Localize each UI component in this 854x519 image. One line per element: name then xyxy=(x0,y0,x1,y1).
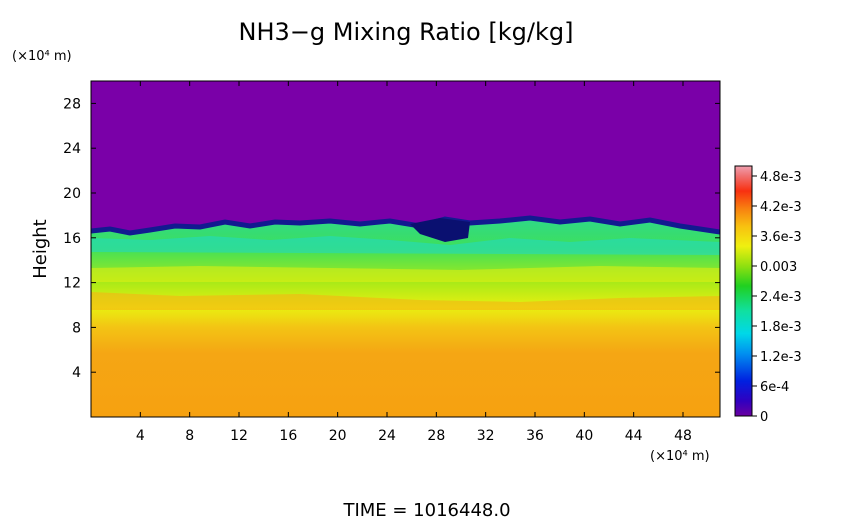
colorbar-label: 1.8e-3 xyxy=(760,320,802,335)
x-tick-label: 32 xyxy=(477,428,495,444)
y-tick-label: 8 xyxy=(72,320,81,336)
time-footer: TIME = 1016448.0 xyxy=(342,500,510,519)
x-tick-label: 48 xyxy=(674,428,692,444)
colorbar-label: 3.6e-3 xyxy=(760,230,802,245)
x-tick-label: 20 xyxy=(329,428,347,444)
y-tick-label: 20 xyxy=(63,186,81,202)
colorbar-label: 1.2e-3 xyxy=(760,350,802,365)
chart-title: NH3−g Mixing Ratio [kg/kg] xyxy=(239,18,574,46)
y-axis-label: Height xyxy=(30,219,51,279)
x-tick-label: 40 xyxy=(575,428,593,444)
y-tick-label: 12 xyxy=(63,276,81,292)
y-unit-label: (×10⁴ m) xyxy=(12,49,72,64)
y-tick-label: 24 xyxy=(63,141,81,157)
x-unit-label: (×10⁴ m) xyxy=(650,449,710,464)
boundary-dark-patch xyxy=(410,218,470,242)
yellow-transition xyxy=(91,266,720,282)
y-tick-label: 28 xyxy=(63,96,81,112)
plot-frame xyxy=(90,80,721,418)
x-tick-label: 8 xyxy=(185,428,194,444)
x-tick-label: 4 xyxy=(136,428,145,444)
colorbar-label: 0.003 xyxy=(760,260,797,275)
x-tick-label: 36 xyxy=(526,428,544,444)
y-tick-label: 16 xyxy=(63,231,81,247)
colorbar-label: 4.2e-3 xyxy=(760,200,802,215)
colorbar-label: 4.8e-3 xyxy=(760,170,802,185)
colorbar xyxy=(734,165,753,417)
colorbar-label: 6e-4 xyxy=(760,380,789,395)
x-tick-label: 44 xyxy=(625,428,643,444)
orange-wavy-band xyxy=(91,292,720,310)
y-tick-label: 4 xyxy=(72,365,81,381)
boundary-layer xyxy=(91,215,720,236)
colorbar-labels: 4.8e-3 4.2e-3 3.6e-3 0.003 2.4e-3 1.8e-3 1.2e-… xyxy=(752,170,802,425)
colorbar-label: 2.4e-3 xyxy=(760,290,802,305)
x-tick-label: 16 xyxy=(279,428,297,444)
cyan-swirl-band xyxy=(91,236,720,255)
x-tick-label: 24 xyxy=(378,428,396,444)
x-tick-label: 12 xyxy=(230,428,248,444)
x-tick-label: 28 xyxy=(427,428,445,444)
plot-area xyxy=(91,81,720,417)
colorbar-label: 0 xyxy=(760,410,768,425)
